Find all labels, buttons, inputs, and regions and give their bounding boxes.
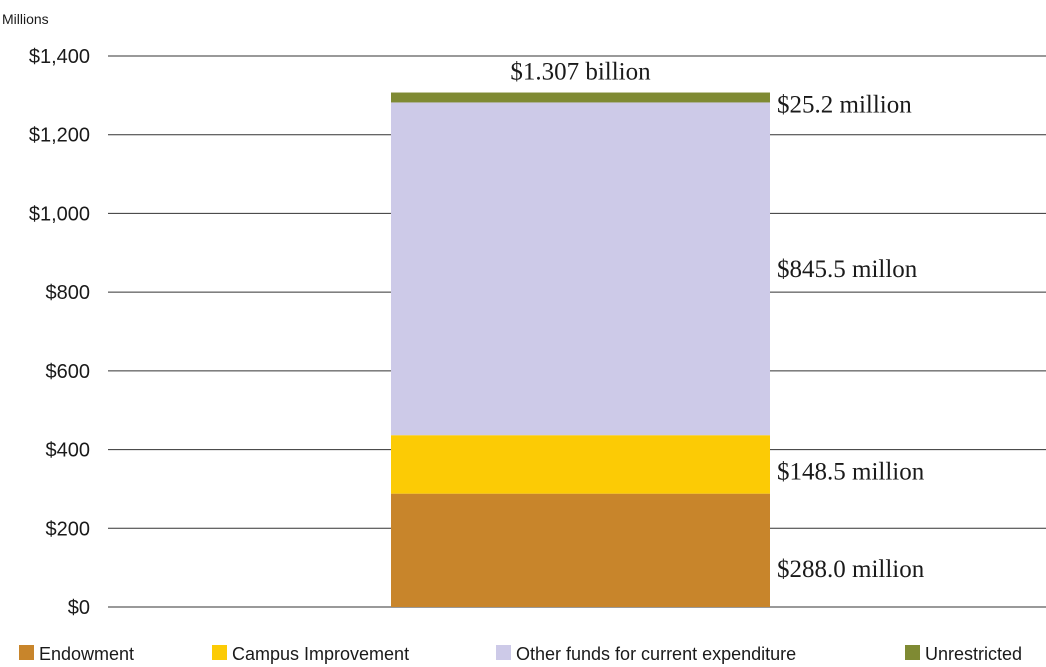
segment-value-label: $288.0 million xyxy=(777,556,925,583)
legend-swatch xyxy=(496,645,511,660)
bar-segment-unrestricted xyxy=(391,92,770,103)
y-tick-label: $200 xyxy=(46,518,91,540)
segment-value-label: $148.5 million xyxy=(777,459,925,486)
y-tick-label: $1,400 xyxy=(29,46,90,68)
segment-value-label: $845.5 millon xyxy=(777,256,918,283)
legend-label: Unrestricted xyxy=(925,644,1022,664)
legend-label: Endowment xyxy=(39,644,134,664)
bar-segment-endowment xyxy=(391,493,770,607)
legend-swatch xyxy=(905,645,920,660)
legend: Endowment Campus Improvement Other funds f… xyxy=(19,644,1022,664)
y-unit-label: Millions xyxy=(2,11,49,27)
y-axis-ticks: $0 $200 $400 $600 $800 $1,000 $1,200 $1,400 xyxy=(29,46,90,619)
bar-segment-campus-improvement xyxy=(391,435,770,494)
y-tick-label: $1,000 xyxy=(29,203,90,225)
bar-segment-other-funds-for-current-expenditure xyxy=(391,102,770,436)
y-tick-label: $0 xyxy=(68,597,90,619)
legend-label: Other funds for current expenditure xyxy=(516,644,796,664)
y-tick-label: $600 xyxy=(46,361,91,383)
segment-labels: $288.0 million $148.5 million $845.5 millo… xyxy=(777,91,925,583)
stacked-bar xyxy=(391,92,770,607)
total-label: $1.307 billion xyxy=(510,59,651,86)
y-tick-label: $400 xyxy=(46,440,91,462)
y-tick-label: $800 xyxy=(46,282,91,304)
legend-swatch xyxy=(19,645,34,660)
legend-label: Campus Improvement xyxy=(232,644,409,664)
legend-swatch xyxy=(212,645,227,660)
segment-value-label: $25.2 million xyxy=(777,91,912,118)
y-tick-label: $1,200 xyxy=(29,125,90,147)
